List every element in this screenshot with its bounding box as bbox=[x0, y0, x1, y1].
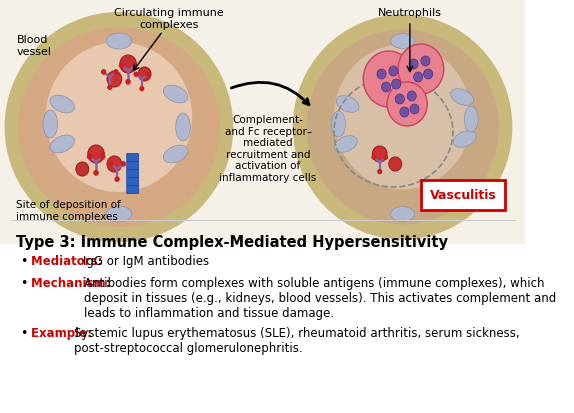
Ellipse shape bbox=[106, 34, 132, 50]
Ellipse shape bbox=[18, 28, 220, 228]
Text: Neutrophils: Neutrophils bbox=[378, 8, 442, 18]
Text: •: • bbox=[20, 255, 28, 268]
Circle shape bbox=[107, 72, 122, 88]
Text: Antibodies form complexes with soluble antigens (immune complexes), which deposi: Antibodies form complexes with soluble a… bbox=[84, 277, 556, 320]
Circle shape bbox=[140, 88, 144, 91]
Circle shape bbox=[400, 108, 409, 118]
Circle shape bbox=[398, 45, 444, 95]
Ellipse shape bbox=[50, 136, 75, 154]
Circle shape bbox=[119, 64, 123, 69]
Text: IgG or IgM antibodies: IgG or IgM antibodies bbox=[83, 255, 210, 268]
Circle shape bbox=[407, 92, 416, 102]
Ellipse shape bbox=[5, 13, 233, 242]
Text: Circulating immune
complexes: Circulating immune complexes bbox=[114, 8, 224, 29]
Circle shape bbox=[146, 73, 149, 77]
Circle shape bbox=[363, 52, 414, 108]
Circle shape bbox=[120, 56, 137, 74]
Ellipse shape bbox=[293, 15, 513, 240]
Ellipse shape bbox=[106, 206, 132, 223]
Ellipse shape bbox=[453, 131, 476, 148]
Ellipse shape bbox=[336, 96, 359, 113]
Circle shape bbox=[133, 64, 137, 69]
Ellipse shape bbox=[451, 90, 474, 106]
Text: Type 3: Immune Complex-Mediated Hypersensitivity: Type 3: Immune Complex-Mediated Hypersen… bbox=[17, 235, 448, 250]
FancyBboxPatch shape bbox=[127, 162, 138, 170]
Text: Site of deposition of
immune complexes: Site of deposition of immune complexes bbox=[17, 199, 121, 221]
Text: Vasculitis: Vasculitis bbox=[429, 189, 497, 202]
Circle shape bbox=[109, 162, 113, 166]
Circle shape bbox=[121, 162, 125, 166]
Ellipse shape bbox=[46, 43, 192, 192]
FancyBboxPatch shape bbox=[127, 154, 138, 162]
Circle shape bbox=[88, 146, 104, 164]
Circle shape bbox=[114, 71, 118, 75]
Circle shape bbox=[115, 178, 119, 182]
Text: Example:: Example: bbox=[31, 327, 96, 339]
Circle shape bbox=[387, 83, 427, 127]
FancyBboxPatch shape bbox=[127, 178, 138, 186]
Circle shape bbox=[391, 80, 401, 90]
Text: •: • bbox=[20, 277, 28, 290]
Circle shape bbox=[138, 68, 151, 82]
Circle shape bbox=[395, 95, 405, 105]
Ellipse shape bbox=[43, 111, 57, 139]
Ellipse shape bbox=[164, 146, 188, 164]
Circle shape bbox=[94, 171, 98, 176]
Circle shape bbox=[76, 163, 89, 177]
FancyBboxPatch shape bbox=[0, 0, 525, 244]
Text: Blood
vessel: Blood vessel bbox=[17, 35, 52, 57]
FancyBboxPatch shape bbox=[127, 186, 138, 194]
Circle shape bbox=[373, 147, 387, 163]
Circle shape bbox=[389, 67, 398, 77]
Ellipse shape bbox=[307, 31, 499, 225]
Ellipse shape bbox=[164, 86, 188, 104]
Circle shape bbox=[409, 60, 418, 70]
Circle shape bbox=[389, 158, 402, 171]
FancyBboxPatch shape bbox=[421, 180, 505, 211]
Text: Complement-
and Fc receptor–
mediated
recruitment and
activation of
inflammatory: Complement- and Fc receptor– mediated re… bbox=[219, 115, 317, 183]
Text: •: • bbox=[20, 327, 28, 339]
Ellipse shape bbox=[391, 34, 414, 50]
Ellipse shape bbox=[50, 96, 75, 114]
FancyBboxPatch shape bbox=[127, 170, 138, 178]
Circle shape bbox=[87, 155, 91, 159]
Ellipse shape bbox=[335, 136, 357, 153]
Ellipse shape bbox=[176, 114, 191, 142]
Ellipse shape bbox=[334, 45, 471, 190]
Circle shape bbox=[384, 156, 387, 160]
Text: Systemic lupus erythematosus (SLE), rheumatoid arthritis, serum sickness, post-s: Systemic lupus erythematosus (SLE), rheu… bbox=[74, 327, 519, 355]
Circle shape bbox=[134, 73, 138, 77]
Circle shape bbox=[410, 105, 419, 115]
Ellipse shape bbox=[332, 112, 346, 138]
Circle shape bbox=[372, 156, 375, 160]
Circle shape bbox=[100, 155, 104, 159]
Text: Mechanism:: Mechanism: bbox=[31, 277, 115, 290]
Circle shape bbox=[102, 71, 106, 75]
Circle shape bbox=[377, 70, 386, 80]
Circle shape bbox=[107, 157, 122, 173]
Text: Mediators:: Mediators: bbox=[31, 255, 107, 268]
Circle shape bbox=[413, 73, 422, 83]
Ellipse shape bbox=[464, 107, 478, 133]
Circle shape bbox=[108, 86, 112, 90]
Circle shape bbox=[421, 57, 430, 67]
Circle shape bbox=[378, 170, 382, 174]
Ellipse shape bbox=[391, 207, 414, 222]
Circle shape bbox=[382, 83, 391, 93]
Circle shape bbox=[126, 81, 130, 85]
Circle shape bbox=[424, 70, 433, 80]
